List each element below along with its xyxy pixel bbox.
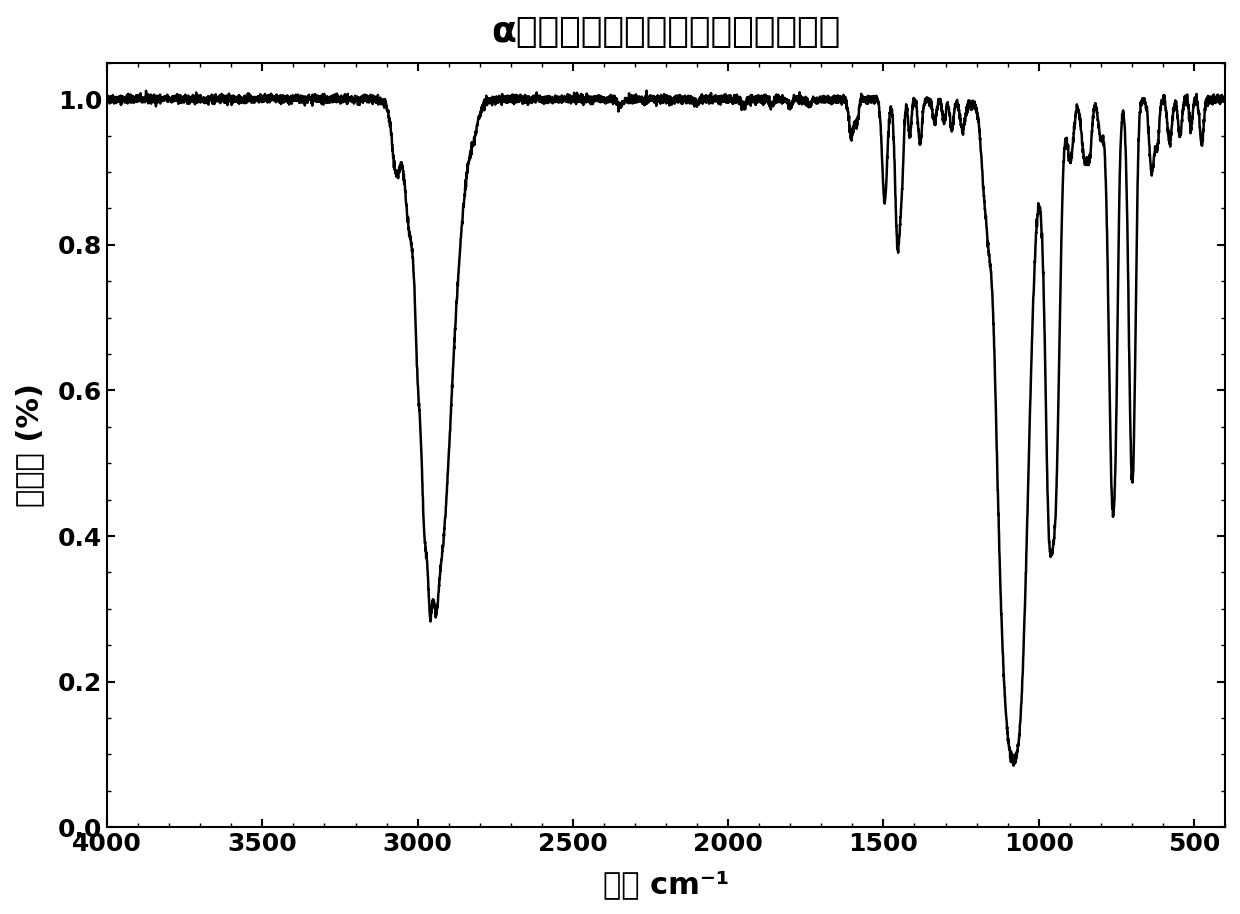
X-axis label: 波数 cm⁻¹: 波数 cm⁻¹ [603, 870, 729, 899]
Y-axis label: 透光度 (%): 透光度 (%) [15, 383, 43, 507]
Title: α－（苯乙基）疏甲基三乙氧基硬烷: α－（苯乙基）疏甲基三乙氧基硬烷 [491, 15, 841, 49]
